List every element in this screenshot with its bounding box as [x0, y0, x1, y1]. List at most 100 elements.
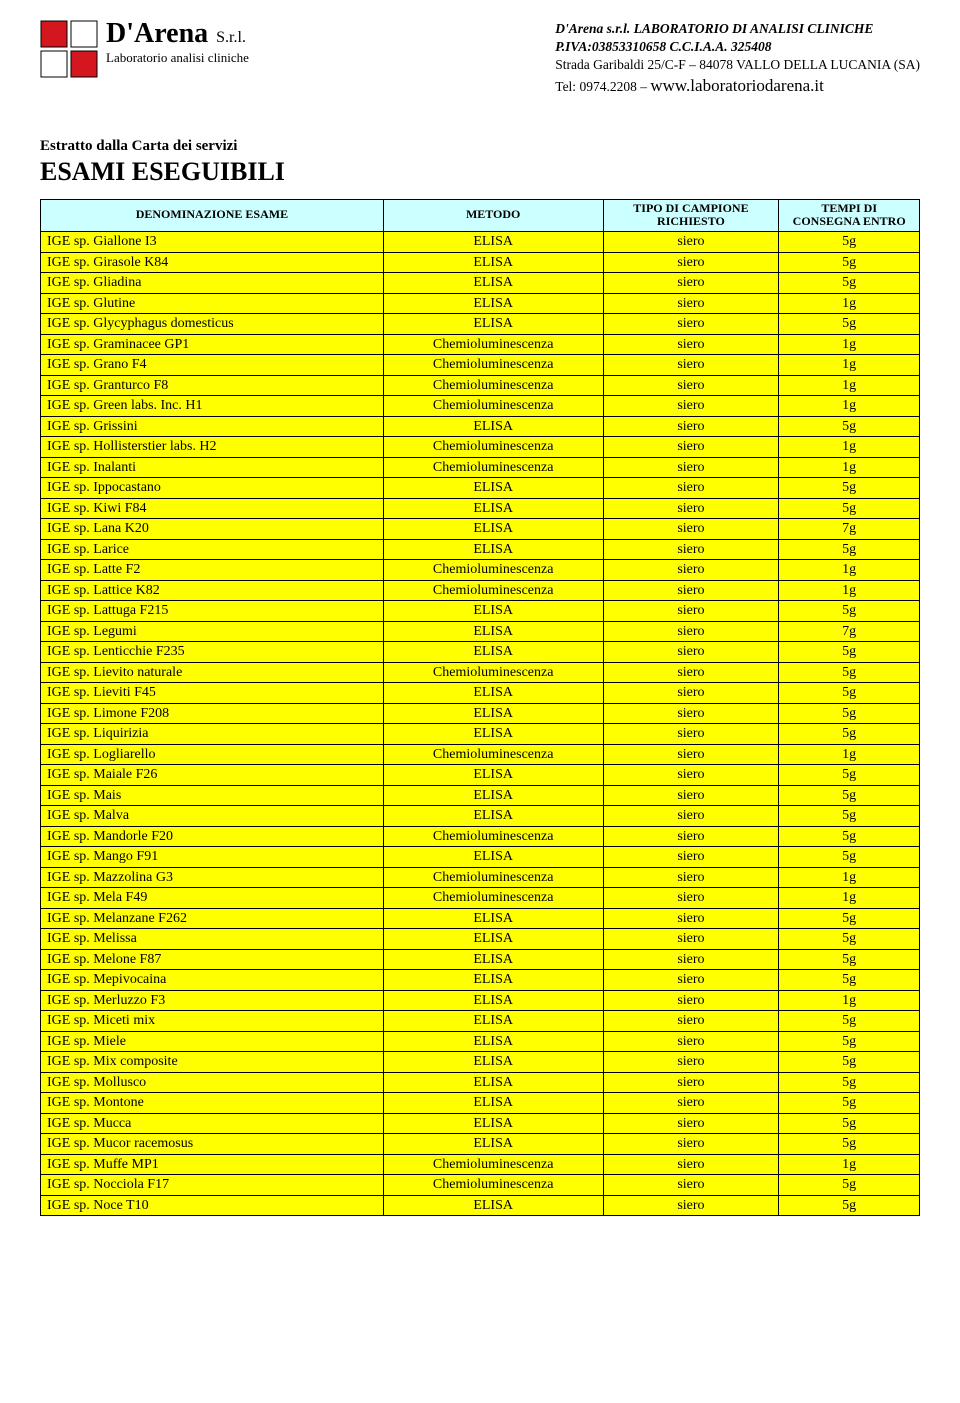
exam-time-cell: 5g	[779, 1031, 920, 1052]
exam-name-cell: IGE sp. Melone F87	[41, 949, 384, 970]
exam-sample-cell: siero	[603, 334, 779, 355]
exam-name-cell: IGE sp. Nocciola F17	[41, 1175, 384, 1196]
table-row: IGE sp. GrissiniELISAsiero5g	[41, 416, 920, 437]
exam-time-cell: 5g	[779, 847, 920, 868]
exam-name-cell: IGE sp. Grissini	[41, 416, 384, 437]
exam-time-cell: 5g	[779, 642, 920, 663]
exam-name-cell: IGE sp. Lenticchie F235	[41, 642, 384, 663]
exam-time-cell: 7g	[779, 519, 920, 540]
exam-time-cell: 5g	[779, 1195, 920, 1216]
exam-sample-cell: siero	[603, 847, 779, 868]
exam-time-cell: 5g	[779, 785, 920, 806]
table-row: IGE sp. LogliarelloChemioluminescenzasie…	[41, 744, 920, 765]
page-header: D'Arena S.r.l. Laboratorio analisi clini…	[40, 20, 920, 98]
exam-name-cell: IGE sp. Lana K20	[41, 519, 384, 540]
exam-sample-cell: siero	[603, 457, 779, 478]
exam-name-cell: IGE sp. Liquirizia	[41, 724, 384, 745]
exam-name-cell: IGE sp. Inalanti	[41, 457, 384, 478]
exam-time-cell: 5g	[779, 1011, 920, 1032]
exam-name-cell: IGE sp. Larice	[41, 539, 384, 560]
table-row: IGE sp. MelissaELISAsiero5g	[41, 929, 920, 950]
exam-name-cell: IGE sp. Limone F208	[41, 703, 384, 724]
exam-sample-cell: siero	[603, 990, 779, 1011]
exam-sample-cell: siero	[603, 949, 779, 970]
exam-name-cell: IGE sp. Malva	[41, 806, 384, 827]
exam-sample-cell: siero	[603, 580, 779, 601]
exam-method-cell: ELISA	[383, 232, 603, 253]
exam-method-cell: ELISA	[383, 929, 603, 950]
table-row: IGE sp. Lievito naturaleChemioluminescen…	[41, 662, 920, 683]
company-contact: Tel: 0974.2208 – www.laboratoriodarena.i…	[555, 75, 920, 98]
exam-name-cell: IGE sp. Logliarello	[41, 744, 384, 765]
exam-method-cell: ELISA	[383, 908, 603, 929]
exam-sample-cell: siero	[603, 1011, 779, 1032]
exam-method-cell: Chemioluminescenza	[383, 580, 603, 601]
table-row: IGE sp. Lattuga F215ELISAsiero5g	[41, 601, 920, 622]
exam-name-cell: IGE sp. Merluzzo F3	[41, 990, 384, 1011]
exam-sample-cell: siero	[603, 314, 779, 335]
exam-time-cell: 1g	[779, 867, 920, 888]
exam-method-cell: ELISA	[383, 724, 603, 745]
exam-time-cell: 1g	[779, 888, 920, 909]
exam-name-cell: IGE sp. Lattuga F215	[41, 601, 384, 622]
intro-block: Estratto dalla Carta dei servizi ESAMI E…	[40, 138, 920, 187]
exam-name-cell: IGE sp. Girasole K84	[41, 252, 384, 273]
exam-method-cell: ELISA	[383, 703, 603, 724]
exam-name-cell: IGE sp. Mix composite	[41, 1052, 384, 1073]
exam-time-cell: 5g	[779, 1072, 920, 1093]
table-row: IGE sp. Girasole K84ELISAsiero5g	[41, 252, 920, 273]
exam-method-cell: Chemioluminescenza	[383, 867, 603, 888]
exam-method-cell: ELISA	[383, 1011, 603, 1032]
exam-method-cell: ELISA	[383, 1093, 603, 1114]
table-row: IGE sp. Mango F91ELISAsiero5g	[41, 847, 920, 868]
exam-sample-cell: siero	[603, 826, 779, 847]
table-row: IGE sp. MuccaELISAsiero5g	[41, 1113, 920, 1134]
exam-time-cell: 5g	[779, 765, 920, 786]
exam-time-cell: 5g	[779, 929, 920, 950]
table-row: IGE sp. Miceti mixELISAsiero5g	[41, 1011, 920, 1032]
table-row: IGE sp. Green labs. Inc. H1Chemiolumines…	[41, 396, 920, 417]
exam-time-cell: 5g	[779, 601, 920, 622]
exam-sample-cell: siero	[603, 765, 779, 786]
exam-sample-cell: siero	[603, 683, 779, 704]
exam-method-cell: Chemioluminescenza	[383, 1175, 603, 1196]
exam-time-cell: 5g	[779, 703, 920, 724]
exam-sample-cell: siero	[603, 724, 779, 745]
exam-time-cell: 5g	[779, 1175, 920, 1196]
exam-method-cell: ELISA	[383, 642, 603, 663]
exam-sample-cell: siero	[603, 1093, 779, 1114]
exam-method-cell: ELISA	[383, 970, 603, 991]
website-link[interactable]: www.laboratoriodarena.it	[650, 76, 824, 95]
exam-sample-cell: siero	[603, 621, 779, 642]
table-row: IGE sp. Mazzolina G3Chemioluminescenzasi…	[41, 867, 920, 888]
exam-name-cell: IGE sp. Melissa	[41, 929, 384, 950]
exam-name-cell: IGE sp. Grano F4	[41, 355, 384, 376]
exam-method-cell: Chemioluminescenza	[383, 334, 603, 355]
table-row: IGE sp. Giallone I3ELISAsiero5g	[41, 232, 920, 253]
exam-time-cell: 5g	[779, 539, 920, 560]
table-row: IGE sp. Lattice K82Chemioluminescenzasie…	[41, 580, 920, 601]
exam-method-cell: Chemioluminescenza	[383, 1154, 603, 1175]
table-row: IGE sp. GliadinaELISAsiero5g	[41, 273, 920, 294]
exam-sample-cell: siero	[603, 1195, 779, 1216]
exam-name-cell: IGE sp. Glycyphagus domesticus	[41, 314, 384, 335]
exam-time-cell: 5g	[779, 478, 920, 499]
table-row: IGE sp. Mix compositeELISAsiero5g	[41, 1052, 920, 1073]
exam-time-cell: 7g	[779, 621, 920, 642]
exam-method-cell: ELISA	[383, 1113, 603, 1134]
table-row: IGE sp. Noce T10ELISAsiero5g	[41, 1195, 920, 1216]
table-row: IGE sp. Lenticchie F235ELISAsiero5g	[41, 642, 920, 663]
exam-sample-cell: siero	[603, 1031, 779, 1052]
exam-time-cell: 5g	[779, 806, 920, 827]
table-row: IGE sp. Mucor racemosusELISAsiero5g	[41, 1134, 920, 1155]
exam-method-cell: ELISA	[383, 1072, 603, 1093]
exam-name-cell: IGE sp. Mango F91	[41, 847, 384, 868]
exam-time-cell: 5g	[779, 683, 920, 704]
exam-sample-cell: siero	[603, 970, 779, 991]
exam-sample-cell: siero	[603, 785, 779, 806]
exam-method-cell: ELISA	[383, 806, 603, 827]
exam-name-cell: IGE sp. Maiale F26	[41, 765, 384, 786]
col-sample-header: TIPO DI CAMPIONERICHIESTO	[603, 199, 779, 232]
table-row: IGE sp. MaisELISAsiero5g	[41, 785, 920, 806]
exam-method-cell: ELISA	[383, 601, 603, 622]
